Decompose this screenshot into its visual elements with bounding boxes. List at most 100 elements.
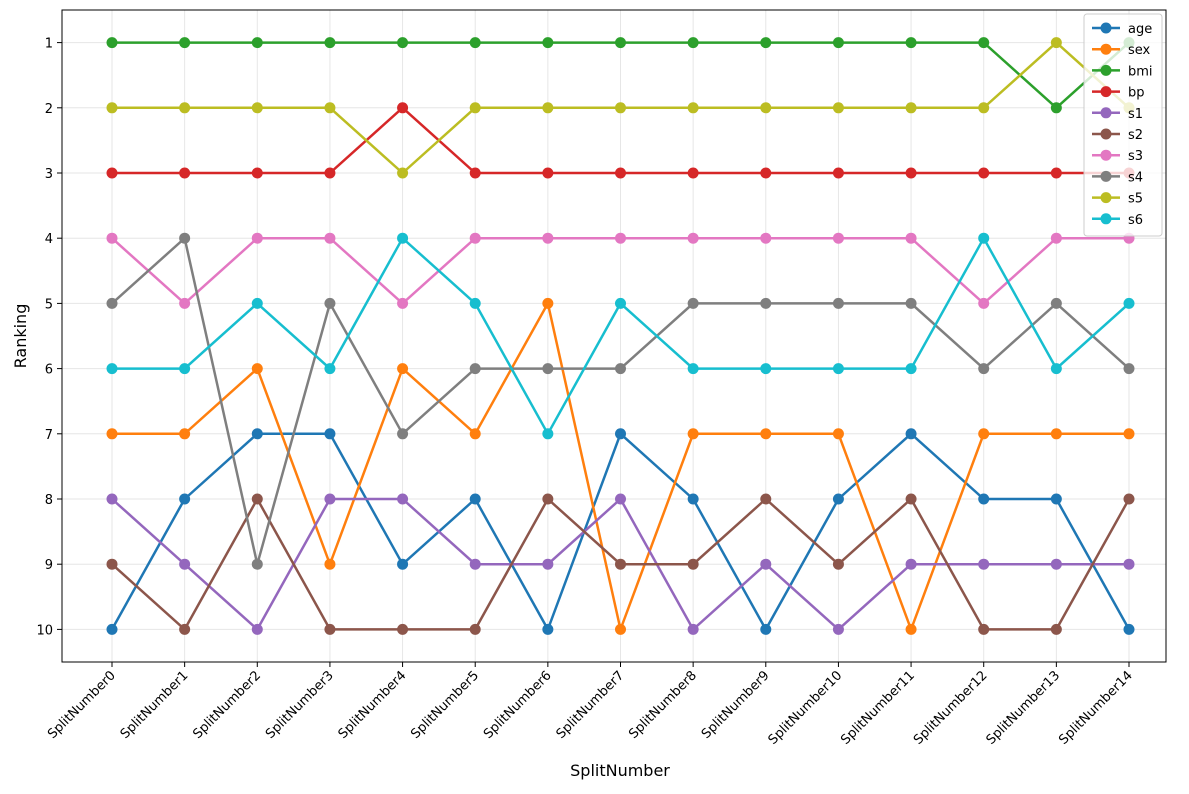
data-point: [469, 623, 481, 635]
data-point: [542, 558, 554, 570]
data-point: [1050, 623, 1062, 635]
data-point: [542, 232, 554, 244]
data-point: [615, 623, 626, 635]
data-point: [832, 297, 844, 309]
data-point: [687, 623, 699, 635]
data-point: [832, 232, 844, 244]
data-point: [760, 623, 772, 635]
data-point: [615, 558, 626, 570]
data-point: [542, 623, 554, 635]
data-point: [978, 428, 990, 440]
data-point: [1050, 428, 1062, 440]
data-point: [687, 363, 699, 375]
data-point: [397, 232, 409, 244]
data-point: [106, 493, 118, 505]
data-point: [106, 428, 118, 440]
legend-marker: [1100, 149, 1112, 161]
legend-label: age: [1128, 22, 1152, 37]
data-point: [469, 428, 481, 440]
plot-frame: [61, 9, 1167, 663]
data-point: [1123, 493, 1135, 505]
data-point: [1050, 558, 1062, 570]
legend-label: s4: [1128, 170, 1143, 185]
data-point: [179, 558, 191, 570]
data-point: [179, 37, 191, 49]
data-point: [542, 297, 554, 309]
data-point: [615, 428, 626, 440]
data-point: [1050, 232, 1062, 244]
data-point: [469, 232, 481, 244]
data-point: [978, 623, 990, 635]
data-point: [687, 297, 699, 309]
data-point: [469, 297, 481, 309]
data-point: [251, 297, 263, 309]
legend-label: bp: [1128, 86, 1145, 101]
data-point: [905, 37, 917, 49]
data-point: [106, 297, 118, 309]
x-tick-label: SplitNumber6: [481, 668, 555, 742]
data-point: [397, 363, 409, 375]
data-point: [832, 102, 844, 114]
data-point: [1050, 37, 1062, 49]
data-point: [251, 623, 263, 635]
y-tick-label: 2: [45, 102, 53, 117]
x-axis-label: SplitNumber: [570, 761, 670, 780]
x-tick-label: SplitNumber14: [1056, 668, 1136, 748]
x-tick-label: SplitNumber1: [118, 668, 192, 742]
data-point: [1123, 558, 1135, 570]
data-point: [978, 363, 990, 375]
data-point: [397, 102, 409, 114]
data-point: [469, 493, 481, 505]
data-point: [687, 37, 699, 49]
data-point: [251, 167, 263, 179]
data-point: [978, 558, 990, 570]
data-point: [687, 558, 699, 570]
y-tick-label: 7: [45, 428, 53, 443]
data-point: [760, 37, 772, 49]
x-tick-label: SplitNumber2: [190, 668, 264, 742]
data-point: [905, 363, 917, 375]
data-point: [760, 428, 772, 440]
data-point: [251, 37, 263, 49]
y-tick-label: 10: [36, 623, 53, 638]
data-point: [542, 428, 554, 440]
data-point: [978, 232, 990, 244]
data-point: [905, 493, 917, 505]
data-point: [1123, 363, 1135, 375]
x-tick-label: SplitNumber13: [984, 668, 1064, 748]
legend-box: [1083, 13, 1163, 237]
data-point: [106, 558, 118, 570]
legend-label: s1: [1128, 107, 1143, 122]
data-point: [1123, 623, 1135, 635]
data-point: [905, 102, 917, 114]
y-tick-label: 3: [45, 167, 53, 182]
y-tick-label: 8: [45, 493, 53, 508]
data-point: [397, 558, 409, 570]
data-point: [905, 623, 917, 635]
legend-label: s3: [1128, 149, 1143, 164]
data-point: [687, 232, 699, 244]
x-tick-label: SplitNumber4: [336, 668, 410, 742]
legend-marker: [1100, 170, 1112, 182]
data-point: [905, 232, 917, 244]
data-point: [542, 363, 554, 375]
data-point: [397, 37, 409, 49]
data-point: [251, 558, 263, 570]
y-axis-label: Ranking: [11, 304, 30, 369]
data-point: [179, 167, 191, 179]
data-point: [397, 428, 409, 440]
data-point: [1050, 493, 1062, 505]
data-point: [615, 297, 626, 309]
data-point: [324, 623, 336, 635]
data-point: [324, 167, 336, 179]
data-point: [179, 297, 191, 309]
data-point: [687, 493, 699, 505]
data-point: [251, 493, 263, 505]
y-tick-label: 9: [45, 558, 53, 573]
data-point: [179, 232, 191, 244]
data-point: [978, 102, 990, 114]
data-point: [324, 493, 336, 505]
data-point: [905, 428, 917, 440]
data-point: [324, 428, 336, 440]
legend-marker: [1100, 43, 1112, 55]
